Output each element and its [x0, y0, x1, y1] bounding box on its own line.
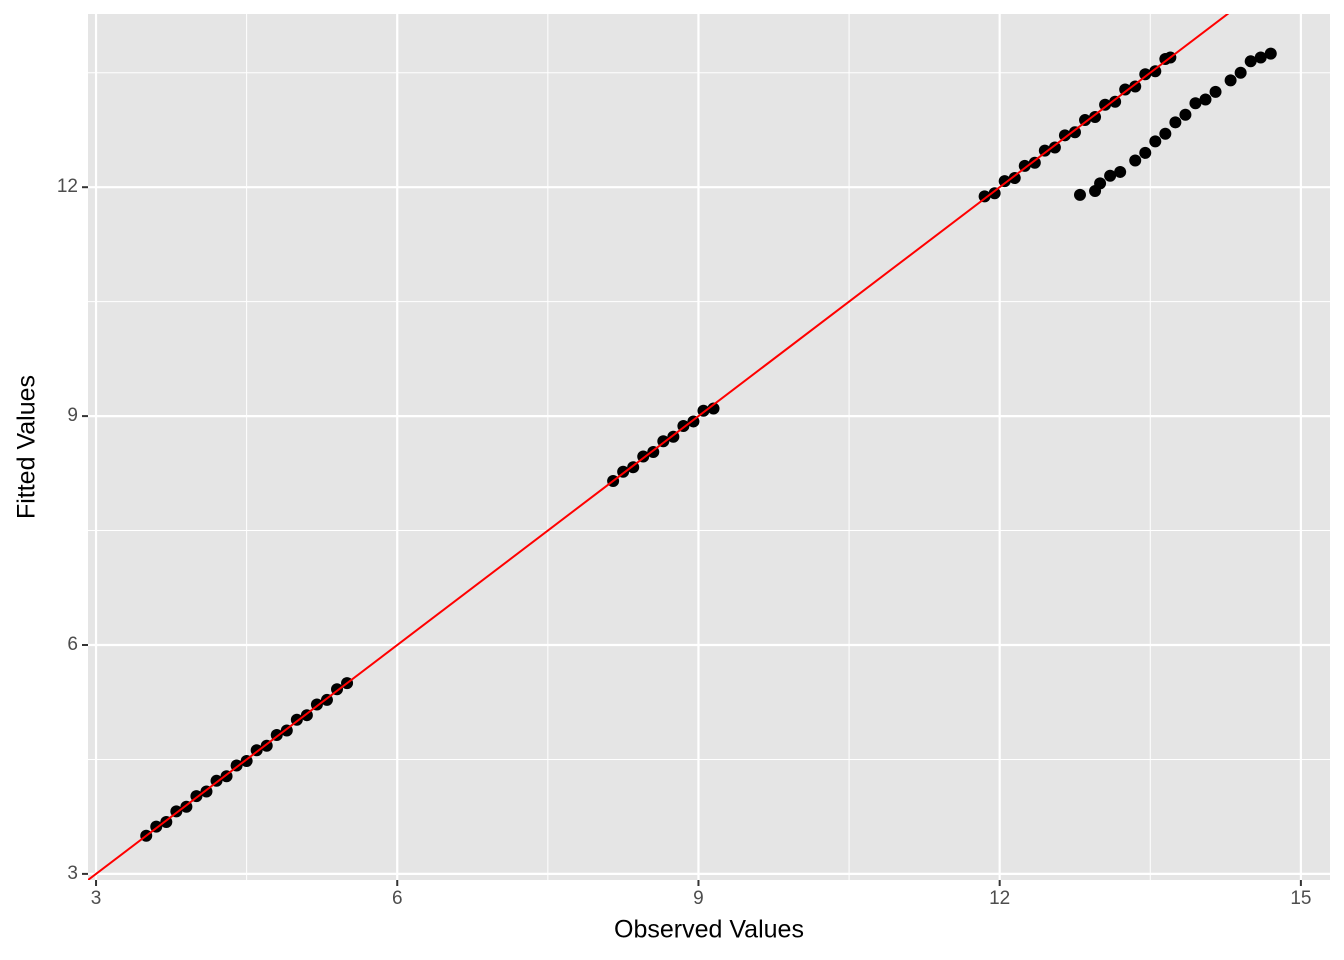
y-tick-label: 9	[67, 405, 78, 426]
y-tick-label: 6	[67, 634, 78, 655]
point	[1008, 172, 1021, 185]
y-tick-label: 3	[67, 863, 78, 884]
point	[1234, 66, 1247, 79]
point	[707, 402, 720, 415]
panel	[88, 14, 1330, 880]
y-axis-title: Fitted Values	[13, 375, 41, 519]
point	[1119, 83, 1132, 96]
point	[1199, 93, 1212, 106]
y-tick-label: 12	[57, 176, 78, 197]
point	[1129, 80, 1142, 93]
reference-line	[88, 14, 1230, 880]
point	[1018, 159, 1031, 172]
point	[1159, 127, 1172, 140]
point	[1058, 129, 1071, 142]
point	[988, 187, 1001, 200]
point	[1099, 98, 1112, 111]
x-tick-label: 9	[693, 888, 704, 909]
point	[1104, 169, 1117, 182]
point	[1169, 116, 1182, 129]
point	[1189, 97, 1202, 110]
x-tick-label: 15	[1290, 888, 1311, 909]
point	[1209, 85, 1222, 98]
point	[1048, 141, 1061, 154]
point	[998, 175, 1011, 188]
point	[1079, 114, 1092, 127]
x-tick-label: 3	[91, 888, 102, 909]
point	[1028, 156, 1041, 169]
point	[1264, 47, 1277, 60]
point	[1109, 95, 1122, 108]
x-axis-title: Observed Values	[614, 916, 804, 944]
point	[1114, 165, 1127, 178]
point	[1139, 68, 1152, 81]
point	[1068, 126, 1081, 139]
point	[1179, 108, 1192, 121]
point	[1094, 177, 1107, 190]
point	[1254, 51, 1267, 64]
point	[1038, 144, 1051, 157]
point	[1149, 135, 1162, 148]
point	[1089, 111, 1102, 124]
point	[1149, 65, 1162, 78]
point	[1139, 146, 1152, 159]
point	[1224, 74, 1237, 87]
point	[1244, 55, 1257, 68]
point	[1073, 188, 1086, 201]
point	[978, 190, 991, 203]
x-tick-label: 6	[392, 888, 403, 909]
x-tick-label: 12	[989, 888, 1010, 909]
point	[1129, 154, 1142, 167]
